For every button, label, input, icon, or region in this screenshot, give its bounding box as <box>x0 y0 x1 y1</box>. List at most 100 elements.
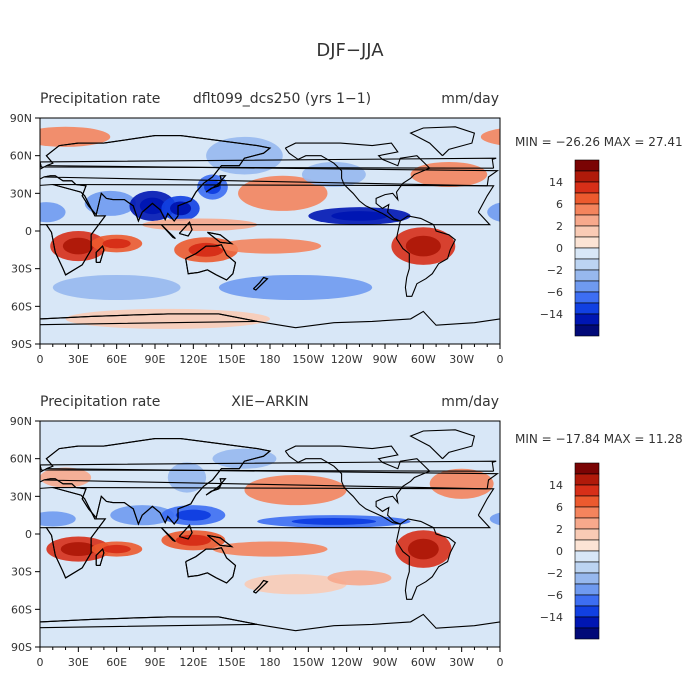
coastline-uk <box>40 460 497 472</box>
lat-tick-label: 0 <box>25 528 32 541</box>
colorbar-swatch <box>574 550 600 563</box>
coastline-sumatra <box>160 224 176 239</box>
precip-anomaly-core <box>60 542 96 556</box>
coastline-madagascar <box>95 245 105 263</box>
colorbar-swatch <box>574 528 600 541</box>
lon-tick-label: 180 <box>260 656 281 669</box>
precip-anomaly-core <box>331 211 388 221</box>
precip-anomaly-core <box>636 510 671 521</box>
coastline-madagascar <box>95 548 105 566</box>
colorbar-label: 0 <box>556 545 563 558</box>
lon-tick-label: 0 <box>497 353 504 366</box>
precip-anomaly-patch <box>40 126 111 147</box>
panel-left-label: Precipitation rate <box>40 394 160 410</box>
lon-tick-label: 60E <box>106 656 127 669</box>
colorbar-swatch <box>574 583 600 596</box>
coastline-africa <box>40 183 107 276</box>
panel-units: mm/day <box>441 91 499 107</box>
lon-tick-label: 150E <box>218 353 246 366</box>
colorbar-label: −6 <box>547 589 563 602</box>
lon-tick-label: 120E <box>179 656 207 669</box>
lon-tick-label: 30W <box>449 353 474 366</box>
precip-anomaly-patch <box>602 218 700 231</box>
precip-anomaly-patch <box>500 467 551 487</box>
colorbar: 14 6 2 0 −2 −6 −14 <box>540 462 600 640</box>
coastline-eurasia <box>40 438 272 526</box>
colorbar-swatch <box>574 594 600 607</box>
lat-tick-label: 60N <box>10 150 32 163</box>
precip-anomaly-patch <box>212 541 328 557</box>
precip-anomaly-core <box>62 237 94 255</box>
colorbar-swatch <box>574 159 600 172</box>
coastline-australia <box>185 547 237 584</box>
coastlines <box>40 126 500 329</box>
colorbar-swatch <box>574 484 600 497</box>
precip-anomaly-core <box>523 238 554 255</box>
precip-anomaly-patch <box>628 462 666 492</box>
precip-anomaly-core <box>170 201 192 216</box>
lon-tick-label: 60W <box>411 353 436 366</box>
panel-center-label: XIE−ARKIN <box>231 394 308 410</box>
coastline-eurasia <box>40 135 272 223</box>
lat-tick-label: 90S <box>11 338 32 351</box>
precip-anomaly-core <box>407 538 439 560</box>
precip-anomaly-core <box>630 201 651 215</box>
coastline-newguinea <box>207 534 234 548</box>
figure-title: DJF−JJA <box>316 40 384 61</box>
colorbar-swatch <box>574 605 600 618</box>
colorbar-swatch <box>574 473 600 486</box>
coastline-borneo <box>178 221 193 237</box>
colorbar-swatch <box>574 203 600 216</box>
precip-anomaly-core <box>291 517 377 525</box>
colorbar-swatch <box>574 495 600 508</box>
colorbar-label: −2 <box>547 264 563 277</box>
colorbar-swatch <box>574 313 600 326</box>
colorbar-swatch <box>574 561 600 574</box>
coastline-namerica <box>284 445 431 525</box>
coastline-nz <box>253 276 269 291</box>
coastline-borneo <box>178 524 193 540</box>
lon-tick-label: 150W <box>292 656 324 669</box>
colorbar-swatch <box>574 517 600 530</box>
precip-anomaly-patch <box>52 274 181 301</box>
colorbar-swatch <box>574 170 600 183</box>
precip-field <box>0 118 700 344</box>
lon-tick-label: 180 <box>260 353 281 366</box>
precip-anomaly-patch <box>40 467 92 488</box>
precip-anomaly-patch <box>0 162 27 187</box>
precip-anomaly-core <box>664 180 681 194</box>
precip-anomaly-patch <box>480 128 500 146</box>
panel-left-label: Precipitation rate <box>40 91 160 107</box>
precip-anomaly-patch <box>212 448 277 469</box>
coastline-nz <box>253 579 269 594</box>
colorbar-label: 2 <box>556 523 563 536</box>
coastline-australia <box>185 244 237 281</box>
panel-stats: MIN = −17.84 MAX = 11.28 <box>515 432 683 446</box>
precip-anomaly-patch <box>65 308 271 329</box>
coastline-japan <box>205 175 227 193</box>
precip-field <box>40 421 671 647</box>
colorbar-swatch <box>574 247 600 260</box>
precip-anomaly-patch <box>487 202 500 222</box>
lon-tick-label: 90E <box>145 656 166 669</box>
precip-anomaly-patch <box>218 238 322 254</box>
colorbar-label: −14 <box>540 611 563 624</box>
coastline-japan <box>205 478 227 496</box>
lat-tick-label: 90S <box>11 641 32 654</box>
lon-tick-label: 90W <box>373 656 398 669</box>
lat-tick-label: 60N <box>10 453 32 466</box>
panel-units: mm/day <box>441 394 499 410</box>
precip-anomaly-patch <box>244 574 347 595</box>
colorbar-swatch <box>574 539 600 552</box>
lon-tick-label: 150E <box>218 656 246 669</box>
coastline-newguinea <box>207 231 234 245</box>
precip-anomaly-core <box>405 235 441 257</box>
precip-anomaly-patch <box>489 512 500 526</box>
lat-tick-label: 30N <box>10 187 32 200</box>
colorbar-label: 2 <box>556 220 563 233</box>
colorbar-swatch <box>574 236 600 249</box>
coastline-antarctica <box>40 313 258 326</box>
axis-ticks: 0 30E 60E 90E 120E 150E 180 150W 120W 90W 60W 30W 09… <box>10 112 504 366</box>
colorbar-swatch <box>574 616 600 629</box>
